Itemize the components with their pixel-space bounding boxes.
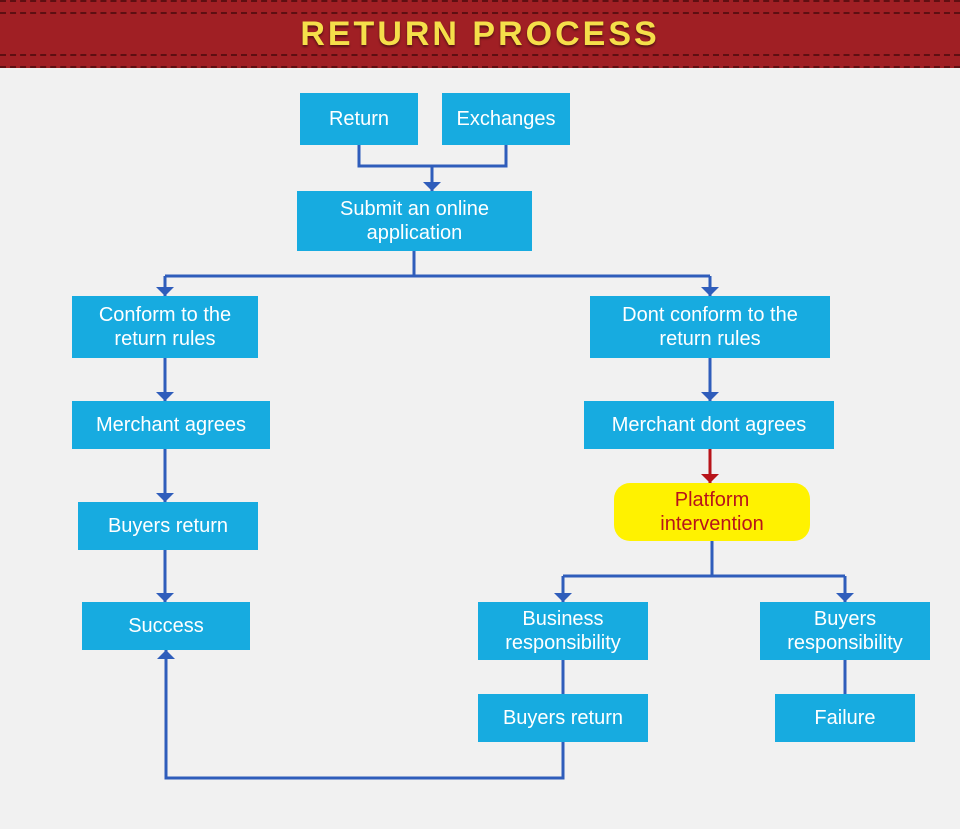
node-buy_ret1: Buyers return <box>78 502 258 550</box>
node-m_agree: Merchant agrees <box>72 401 270 449</box>
node-noconform: Dont conform to thereturn rules <box>590 296 830 358</box>
node-buy_ret2: Buyers return <box>478 694 648 742</box>
node-success: Success <box>82 602 250 650</box>
node-return: Return <box>300 93 418 145</box>
node-buy_resp: Buyersresponsibility <box>760 602 930 660</box>
node-biz_resp: Businessresponsibility <box>478 602 648 660</box>
banner-title: RETURN PROCESS <box>0 2 960 66</box>
node-exchanges: Exchanges <box>442 93 570 145</box>
node-m_disagree: Merchant dont agrees <box>584 401 834 449</box>
flowchart-canvas: Return Exchanges Submit an onlineapplicati… <box>0 68 960 829</box>
node-platform: Platformintervention <box>614 483 810 541</box>
node-conform: Conform to thereturn rules <box>72 296 258 358</box>
node-submit: Submit an onlineapplication <box>297 191 532 251</box>
node-failure: Failure <box>775 694 915 742</box>
banner: RETURN PROCESS <box>0 0 960 68</box>
